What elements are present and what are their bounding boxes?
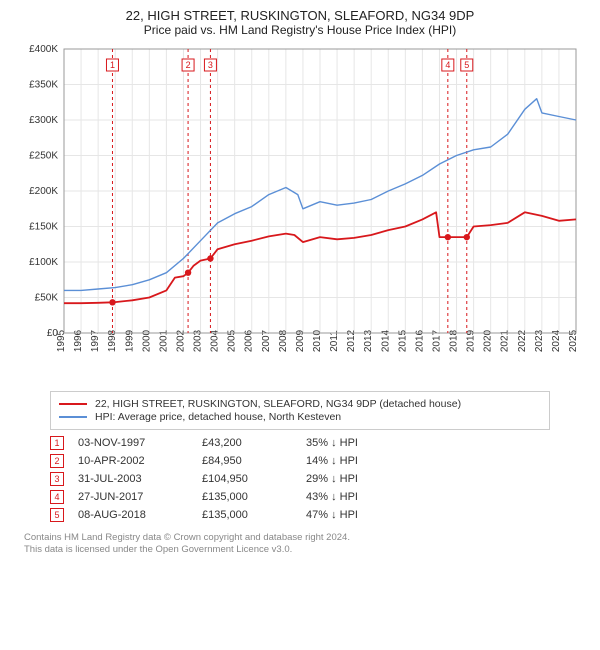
event-price: £135,000 xyxy=(202,491,292,503)
svg-text:£150K: £150K xyxy=(29,222,58,233)
legend-swatch xyxy=(59,416,87,418)
event-row: 1 03-NOV-1997 £43,200 35% ↓ HPI xyxy=(50,436,580,450)
event-marker-box: 1 xyxy=(50,436,64,450)
event-date: 27-JUN-2017 xyxy=(78,491,188,503)
svg-text:£300K: £300K xyxy=(29,115,58,126)
chart-title-line2: Price paid vs. HM Land Registry's House … xyxy=(10,23,590,37)
legend-item: HPI: Average price, detached house, Nort… xyxy=(59,411,541,423)
plot-svg: £0£50K£100K£150K£200K£250K£300K£350K£400… xyxy=(20,43,580,383)
event-date: 10-APR-2002 xyxy=(78,455,188,467)
footnote-line2: This data is licensed under the Open Gov… xyxy=(24,544,580,556)
event-pct: 47% ↓ HPI xyxy=(306,509,406,521)
event-date: 03-NOV-1997 xyxy=(78,437,188,449)
legend: 22, HIGH STREET, RUSKINGTON, SLEAFORD, N… xyxy=(50,391,550,430)
event-pct: 35% ↓ HPI xyxy=(306,437,406,449)
svg-text:£100K: £100K xyxy=(29,257,58,268)
legend-item: 22, HIGH STREET, RUSKINGTON, SLEAFORD, N… xyxy=(59,398,541,410)
event-marker-box: 3 xyxy=(50,472,64,486)
event-row: 2 10-APR-2002 £84,950 14% ↓ HPI xyxy=(50,454,580,468)
event-date: 31-JUL-2003 xyxy=(78,473,188,485)
footnote: Contains HM Land Registry data © Crown c… xyxy=(24,532,580,557)
legend-label: 22, HIGH STREET, RUSKINGTON, SLEAFORD, N… xyxy=(95,398,461,410)
plot-area: £0£50K£100K£150K£200K£250K£300K£350K£400… xyxy=(20,43,580,383)
svg-text:2: 2 xyxy=(186,60,191,70)
legend-label: HPI: Average price, detached house, Nort… xyxy=(95,411,341,423)
event-pct: 29% ↓ HPI xyxy=(306,473,406,485)
svg-text:3: 3 xyxy=(208,60,213,70)
event-table: 1 03-NOV-1997 £43,200 35% ↓ HPI 2 10-APR-2002… xyxy=(50,436,580,522)
chart-container: 22, HIGH STREET, RUSKINGTON, SLEAFORD, N… xyxy=(0,0,600,567)
event-marker-box: 5 xyxy=(50,508,64,522)
event-date: 08-AUG-2018 xyxy=(78,509,188,521)
svg-text:£200K: £200K xyxy=(29,186,58,197)
event-price: £43,200 xyxy=(202,437,292,449)
event-marker-box: 2 xyxy=(50,454,64,468)
svg-text:£400K: £400K xyxy=(29,44,58,55)
svg-text:4: 4 xyxy=(445,60,450,70)
svg-text:£50K: £50K xyxy=(35,293,59,304)
svg-text:£350K: £350K xyxy=(29,80,58,91)
event-pct: 14% ↓ HPI xyxy=(306,455,406,467)
event-price: £135,000 xyxy=(202,509,292,521)
svg-text:1: 1 xyxy=(110,60,115,70)
event-row: 5 08-AUG-2018 £135,000 47% ↓ HPI xyxy=(50,508,580,522)
svg-text:£250K: £250K xyxy=(29,151,58,162)
footnote-line1: Contains HM Land Registry data © Crown c… xyxy=(24,532,580,544)
event-marker-box: 4 xyxy=(50,490,64,504)
event-row: 4 27-JUN-2017 £135,000 43% ↓ HPI xyxy=(50,490,580,504)
event-price: £84,950 xyxy=(202,455,292,467)
svg-text:5: 5 xyxy=(464,60,469,70)
event-row: 3 31-JUL-2003 £104,950 29% ↓ HPI xyxy=(50,472,580,486)
legend-swatch xyxy=(59,403,87,405)
event-price: £104,950 xyxy=(202,473,292,485)
chart-title-line1: 22, HIGH STREET, RUSKINGTON, SLEAFORD, N… xyxy=(10,8,590,23)
event-pct: 43% ↓ HPI xyxy=(306,491,406,503)
